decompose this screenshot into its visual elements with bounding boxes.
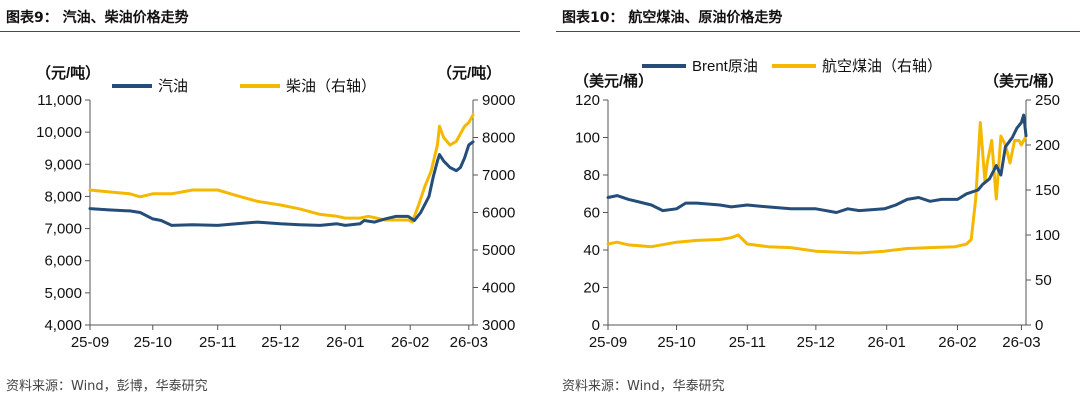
x-tick-label: 26-02 bbox=[938, 334, 976, 351]
y-tick-label-right: 4000 bbox=[482, 280, 515, 297]
x-tick-label: 25-11 bbox=[199, 334, 236, 351]
y-tick-label-right: 8000 bbox=[482, 130, 515, 147]
y-tick-label-left: 4,000 bbox=[44, 317, 82, 334]
y-tick-label-left: 9,000 bbox=[44, 156, 82, 173]
x-tick-label: 26-01 bbox=[867, 334, 905, 351]
x-tick-label: 25-09 bbox=[71, 334, 109, 351]
y-tick-label-left: 100 bbox=[575, 130, 600, 147]
y-tick-label-left: 11,000 bbox=[37, 92, 82, 109]
legend-label: 航空煤油（右轴） bbox=[822, 58, 942, 75]
series-line bbox=[88, 140, 475, 227]
y-tick-label-left: 6,000 bbox=[44, 253, 82, 270]
legend-label: 柴油（右轴） bbox=[286, 78, 376, 95]
x-tick-label: 26-02 bbox=[391, 334, 429, 351]
y-tick-label-right: 100 bbox=[1035, 227, 1060, 244]
gasoline-diesel-line-chart: 4,000 5,000 6,000 7,000 8,000 9,000 10,000 11,0… bbox=[36, 64, 515, 351]
y-tick-label-left: 120 bbox=[575, 92, 600, 109]
x-tick-label: 26-03 bbox=[1002, 334, 1040, 351]
right-axis-unit: （美元/桶） bbox=[984, 72, 1063, 90]
y-tick-label-right: 200 bbox=[1035, 137, 1060, 154]
series-line bbox=[606, 113, 1028, 214]
y-tick-label-right: 3000 bbox=[482, 317, 515, 334]
title-rule bbox=[556, 31, 1080, 32]
y-tick-label-left: 80 bbox=[583, 167, 600, 184]
y-tick-label-right: 0 bbox=[1035, 317, 1043, 334]
figure-title: 图表10： 航空煤油、原油价格走势 bbox=[562, 10, 783, 26]
y-tick-label-right: 7000 bbox=[482, 167, 515, 184]
x-tick-label: 26-01 bbox=[326, 334, 364, 351]
left-axis-unit: （元/吨） bbox=[36, 64, 100, 82]
y-tick-label-left: 7,000 bbox=[44, 221, 82, 238]
y-tick-label-right: 6000 bbox=[482, 205, 515, 222]
title-rule bbox=[0, 31, 520, 32]
series-line bbox=[88, 113, 475, 224]
y-tick-label-left: 10,000 bbox=[36, 124, 82, 141]
x-tick-label: 25-10 bbox=[657, 334, 695, 351]
source-note: 资料来源：Wind，华泰研究 bbox=[562, 379, 725, 394]
left-axis-unit: （美元/桶） bbox=[574, 72, 653, 90]
y-tick-label-right: 50 bbox=[1035, 272, 1052, 289]
jetfuel-brent-line-chart: 0 20 40 60 80 100 120 0 50 100 150 200 250 25-09 25-10… bbox=[574, 58, 1063, 351]
chart-panel-jetfuel-brent: 图表10： 航空煤油、原油价格走势 0 20 40 60 80 100 120 0 50 100 1… bbox=[556, 0, 1080, 402]
y-tick-label-left: 60 bbox=[583, 205, 600, 222]
figure-title: 图表9： 汽油、柴油价格走势 bbox=[6, 10, 189, 26]
y-tick-label-left: 0 bbox=[592, 317, 600, 334]
chart-panel-gasoline-diesel: 图表9： 汽油、柴油价格走势 4,000 5,000 6,000 7,000 8,000… bbox=[0, 0, 520, 402]
x-tick-label: 26-03 bbox=[450, 334, 488, 351]
x-tick-label: 25-12 bbox=[261, 334, 299, 351]
y-tick-label-left: 8,000 bbox=[44, 188, 82, 205]
y-tick-label-right: 9000 bbox=[482, 92, 515, 109]
y-tick-label-right: 250 bbox=[1035, 92, 1060, 109]
right-axis-unit: （元/吨） bbox=[437, 64, 501, 82]
y-tick-label-left: 20 bbox=[583, 280, 600, 297]
x-tick-label: 25-09 bbox=[589, 334, 627, 351]
source-note: 资料来源：Wind，彭博，华泰研究 bbox=[6, 379, 208, 394]
x-tick-label: 25-10 bbox=[134, 334, 172, 351]
x-tick-label: 25-12 bbox=[797, 334, 835, 351]
series-line bbox=[606, 121, 1028, 255]
legend-label: 汽油 bbox=[158, 78, 188, 95]
legend-label: Brent原油 bbox=[692, 58, 758, 75]
y-tick-label-left: 40 bbox=[583, 242, 600, 259]
y-tick-label-right: 150 bbox=[1035, 182, 1060, 199]
x-tick-label: 25-11 bbox=[729, 334, 766, 351]
y-tick-label-right: 5000 bbox=[482, 242, 515, 259]
y-tick-label-left: 5,000 bbox=[44, 285, 82, 302]
